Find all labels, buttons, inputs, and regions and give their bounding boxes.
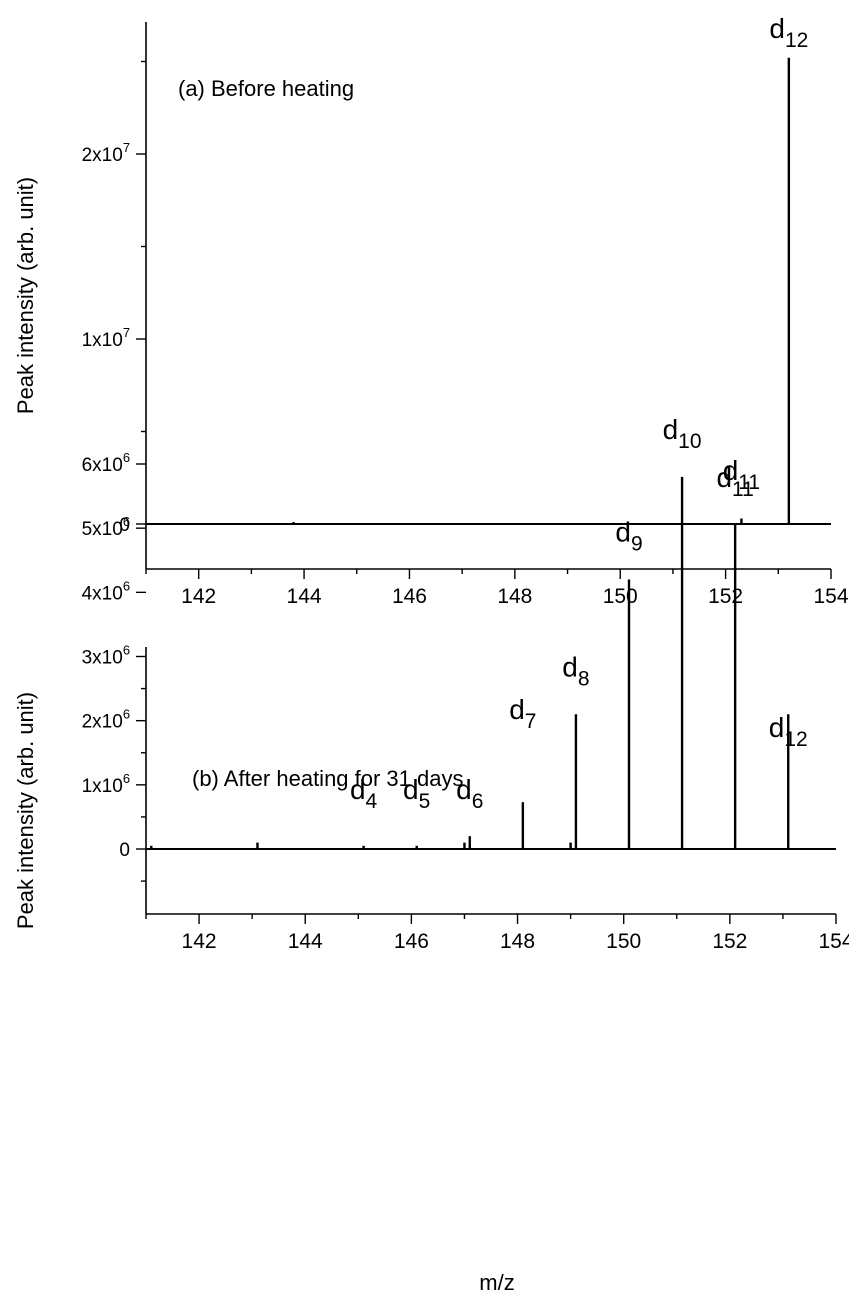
x-tick-label: 148 — [500, 930, 535, 953]
x-tick-label: 150 — [603, 585, 638, 608]
y-tick-label: 0 — [119, 515, 130, 536]
y-tick-label: 1x107 — [82, 325, 130, 351]
y-tick-label: 0 — [119, 840, 130, 861]
x-tick-label: 152 — [708, 585, 743, 608]
y-tick-label: 5x106 — [82, 514, 130, 540]
peak-label-d7: d7 — [509, 694, 536, 733]
x-tick-label: 148 — [497, 585, 532, 608]
peak-label-d4: d4 — [350, 774, 378, 813]
y-axis-label: Peak intensity (arb. unit) — [13, 692, 38, 929]
x-tick-label: 154 — [813, 585, 848, 608]
x-tick-label: 154 — [818, 930, 849, 953]
x-tick-label: 146 — [394, 930, 429, 953]
y-tick-label: 3x106 — [82, 643, 130, 669]
x-axis-label: m/z — [479, 1270, 514, 1295]
peak-label-d12: d12 — [769, 13, 808, 52]
peak-label-d12: d12 — [769, 712, 808, 751]
y-axis-label: Peak intensity (arb. unit) — [13, 177, 38, 414]
peak-label-d6: d6 — [456, 774, 483, 813]
peak-label-d10: d10 — [663, 414, 702, 453]
y-tick-label: 6x106 — [82, 450, 130, 476]
y-tick-label: 2x107 — [82, 140, 130, 166]
x-tick-label: 142 — [182, 930, 217, 953]
y-tick-label: 2x106 — [82, 707, 130, 733]
x-tick-label: 146 — [392, 585, 427, 608]
x-tick-label: 142 — [181, 585, 216, 608]
x-tick-label: 144 — [287, 585, 322, 608]
panel-a-before-heating: 142 144 146 148 150 152 154 0 1x107 2x107 Peak int… — [13, 13, 849, 608]
panel-annotation: (a) Before heating — [178, 76, 354, 101]
panel-b-after-heating: 142 144 146 148 150 152 154 0 1x106 2x106 3x106 4x1… — [13, 414, 849, 1295]
peak-label-d5: d5 — [403, 774, 430, 813]
y-tick-label: 4x106 — [82, 578, 130, 604]
peak-label-d8: d8 — [562, 651, 589, 690]
x-tick-label: 152 — [712, 930, 747, 953]
y-tick-label: 1x106 — [82, 771, 130, 797]
peak-label-d9: d9 — [615, 517, 642, 556]
peak-label-d11: d11 — [716, 462, 753, 501]
panel-annotation: (b) After heating for 31 days — [192, 766, 464, 791]
x-tick-label: 144 — [288, 930, 323, 953]
x-tick-label: 150 — [606, 930, 641, 953]
peak-label-d11: d11 — [723, 455, 760, 494]
